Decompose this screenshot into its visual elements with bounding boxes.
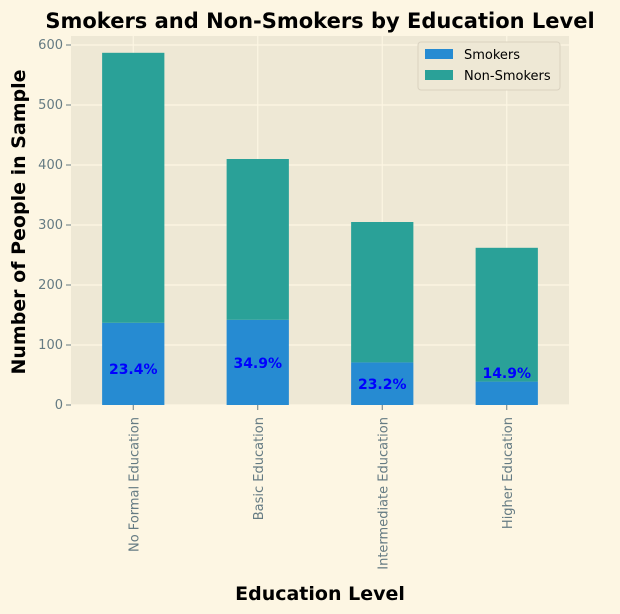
bar-non-smokers: [226, 159, 289, 320]
legend-swatch-non-smokers: [425, 70, 453, 80]
bar-labels: 23.4% 34.9% 23.2% 14.9%: [109, 356, 531, 393]
bars: [102, 52, 538, 405]
y-tick-label: 0: [55, 398, 63, 413]
chart-title: Smokers and Non-Smokers by Education Lev…: [45, 9, 594, 33]
bar-percentage-label: 23.2%: [358, 377, 407, 393]
x-axis-ticks: No Formal Education Basic Education Interm…: [127, 405, 516, 570]
legend-box: [417, 41, 561, 91]
bar-percentage-label: 34.9%: [233, 356, 282, 372]
y-tick-label: 300: [38, 218, 63, 233]
y-tick-label: 600: [38, 38, 63, 53]
bar-non-smokers: [475, 247, 538, 382]
y-axis-label: Number of People in Sample: [8, 69, 30, 374]
bar-percentage-label: 23.4%: [109, 362, 158, 378]
bar-smokers: [351, 362, 414, 405]
y-tick-label: 100: [38, 338, 63, 353]
y-tick-label: 400: [38, 158, 63, 173]
bar-smokers: [475, 381, 538, 405]
x-tick-label: Higher Education: [501, 417, 516, 529]
legend-label-non-smokers: Non-Smokers: [464, 69, 551, 84]
x-tick-label: No Formal Education: [127, 417, 142, 552]
legend-swatch-smokers: [425, 49, 453, 59]
y-tick-label: 200: [38, 278, 63, 293]
bar-smokers: [226, 319, 289, 405]
y-tick-label: 500: [38, 98, 63, 113]
x-tick-label: Basic Education: [252, 417, 267, 520]
bar-non-smokers: [351, 222, 414, 363]
legend-label-smokers: Smokers: [464, 48, 520, 63]
bar-percentage-label: 14.9%: [482, 366, 531, 382]
y-axis-ticks: 0 100 200 300 400 500 600: [38, 38, 71, 413]
bar-smokers: [102, 322, 165, 405]
legend: Smokers Non-Smokers: [417, 41, 561, 91]
x-axis-label: Education Level: [235, 583, 405, 605]
x-tick-label: Intermediate Education: [376, 417, 391, 570]
bar-non-smokers: [102, 52, 165, 323]
